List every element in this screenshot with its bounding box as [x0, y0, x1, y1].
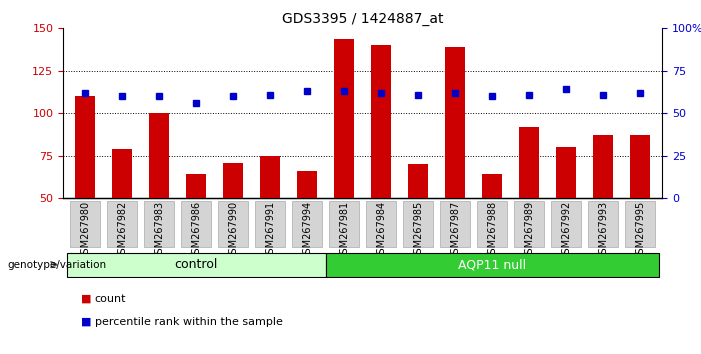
Bar	[112, 149, 132, 198]
FancyBboxPatch shape	[218, 201, 248, 247]
Text: GSM267986: GSM267986	[191, 201, 201, 260]
FancyBboxPatch shape	[144, 201, 175, 247]
Text: GSM267984: GSM267984	[376, 201, 386, 260]
Text: ■: ■	[81, 294, 91, 304]
Text: GSM267994: GSM267994	[302, 201, 312, 260]
Text: GSM267991: GSM267991	[265, 201, 275, 260]
Text: GSM267981: GSM267981	[339, 201, 349, 260]
Text: genotype/variation: genotype/variation	[7, 260, 106, 270]
Text: AQP11 null: AQP11 null	[458, 258, 526, 271]
FancyBboxPatch shape	[403, 201, 433, 247]
Text: GSM267990: GSM267990	[229, 201, 238, 260]
Text: ■: ■	[81, 317, 91, 327]
Text: GSM267985: GSM267985	[414, 201, 423, 260]
Text: count: count	[95, 294, 126, 304]
FancyBboxPatch shape	[477, 201, 508, 247]
Text: control: control	[175, 258, 218, 271]
FancyBboxPatch shape	[292, 201, 322, 247]
Bar	[186, 175, 207, 198]
Text: GSM267980: GSM267980	[81, 201, 90, 260]
Text: percentile rank within the sample: percentile rank within the sample	[95, 317, 283, 327]
Bar	[75, 96, 95, 198]
Title: GDS3395 / 1424887_at: GDS3395 / 1424887_at	[282, 12, 444, 26]
Bar	[593, 135, 613, 198]
Bar	[297, 171, 318, 198]
Bar	[149, 113, 170, 198]
FancyBboxPatch shape	[326, 253, 659, 276]
FancyBboxPatch shape	[514, 201, 545, 247]
Bar	[445, 47, 465, 198]
Text: GSM267993: GSM267993	[598, 201, 608, 260]
FancyBboxPatch shape	[625, 201, 655, 247]
Bar	[408, 164, 428, 198]
FancyBboxPatch shape	[181, 201, 212, 247]
Text: GSM267983: GSM267983	[154, 201, 164, 260]
Bar	[482, 175, 503, 198]
FancyBboxPatch shape	[67, 253, 326, 276]
Text: GSM267988: GSM267988	[487, 201, 497, 260]
Bar	[630, 135, 651, 198]
Text: GSM267982: GSM267982	[117, 201, 128, 260]
Bar	[519, 127, 540, 198]
Text: GSM267987: GSM267987	[450, 201, 461, 260]
Text: GSM267992: GSM267992	[562, 201, 571, 260]
FancyBboxPatch shape	[440, 201, 470, 247]
Bar	[223, 162, 243, 198]
FancyBboxPatch shape	[70, 201, 100, 247]
FancyBboxPatch shape	[107, 201, 137, 247]
Bar	[334, 39, 355, 198]
Text: GSM267995: GSM267995	[635, 201, 645, 260]
Bar	[556, 147, 576, 198]
FancyBboxPatch shape	[366, 201, 397, 247]
Bar	[371, 45, 391, 198]
FancyBboxPatch shape	[255, 201, 285, 247]
Bar	[260, 156, 280, 198]
FancyBboxPatch shape	[588, 201, 618, 247]
FancyBboxPatch shape	[329, 201, 360, 247]
Text: GSM267989: GSM267989	[524, 201, 534, 260]
FancyBboxPatch shape	[551, 201, 581, 247]
